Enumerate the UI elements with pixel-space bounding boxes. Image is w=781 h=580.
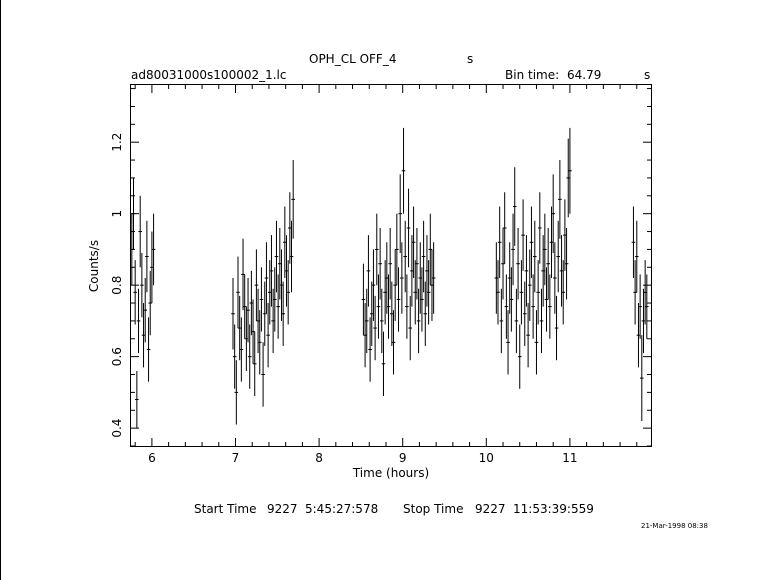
x-tick-label: 8	[315, 451, 323, 465]
bin-time-value: 64.79	[567, 68, 602, 82]
axis-ticks	[131, 85, 651, 447]
x-tick-label: 9	[399, 451, 407, 465]
x-axis-label: Time (hours)	[352, 466, 429, 480]
bin-time-unit: s	[644, 68, 651, 82]
y-tick-label: 0.6	[110, 347, 124, 366]
bin-time-label: Bin time:	[505, 68, 560, 82]
start-time-label: Start Time	[194, 502, 257, 516]
plot-title: OPH_CL OFF_4	[309, 52, 397, 66]
date-stamp: 21-Mar-1998 08:38	[641, 522, 708, 530]
y-tick-label: 1.2	[110, 133, 124, 152]
x-tick-label: 7	[232, 451, 240, 465]
y-axis-label: Counts/s	[87, 240, 101, 292]
x-tick-label: 11	[562, 451, 577, 465]
start-time-day: 9227	[267, 502, 298, 516]
plot-title-unit: s	[467, 52, 474, 66]
stop-time-day: 9227	[475, 502, 506, 516]
axis-tick-labels: 6 7 8 9 10 11 0.4 0.6 0.8 1 1.2	[110, 133, 578, 465]
stop-time-label: Stop Time	[403, 502, 464, 516]
y-tick-label: 0.8	[110, 276, 124, 295]
y-tick-label: 0.4	[110, 419, 124, 438]
data-marks	[130, 127, 649, 429]
y-tick-label: 1	[110, 210, 124, 218]
x-tick-label: 6	[148, 451, 156, 465]
plot-frame	[130, 84, 652, 447]
x-tick-label: 10	[479, 451, 494, 465]
lightcurve-filename: ad80031000s100002_1.lc	[131, 68, 287, 82]
stop-time-value: 11:53:39:559	[513, 502, 594, 516]
start-time-value: 5:45:27:578	[305, 502, 379, 516]
